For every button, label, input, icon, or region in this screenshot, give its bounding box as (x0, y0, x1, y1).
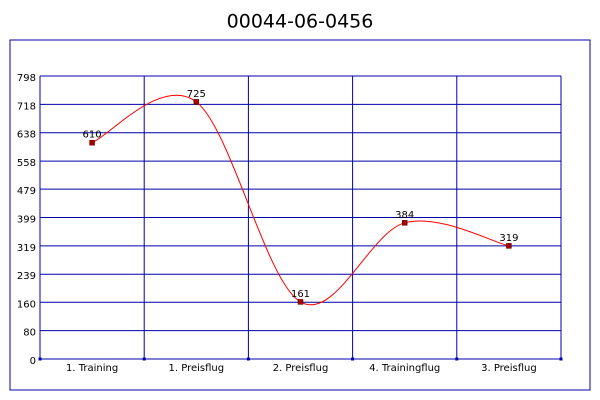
axis-tick (38, 357, 42, 361)
y-tick-label: 239 (17, 271, 36, 282)
point-marker (401, 220, 408, 226)
point-marker (193, 99, 200, 105)
data-label: 319 (499, 233, 518, 244)
chart-frame (9, 39, 591, 391)
y-tick-label: 718 (17, 101, 36, 112)
y-tick-label: 0 (30, 356, 36, 367)
data-label: 161 (291, 289, 310, 300)
axis-tick (559, 357, 563, 361)
y-tick-label: 798 (17, 73, 36, 84)
y-tick-label: 399 (17, 215, 36, 226)
point-marker (506, 243, 512, 249)
axis-tick (246, 357, 250, 361)
data-label: 725 (187, 89, 206, 100)
y-tick-label: 638 (17, 130, 36, 141)
axis-tick (455, 357, 459, 361)
y-tick-label: 479 (17, 186, 36, 197)
point-marker (89, 139, 95, 146)
x-tick-label: 3. Preisflug (481, 363, 537, 374)
y-tick-label: 558 (17, 158, 36, 169)
x-tick-label: 4. Trainingflug (369, 363, 440, 374)
y-tick-label: 319 (17, 243, 36, 254)
axis-tick (351, 357, 355, 361)
data-label: 384 (395, 210, 414, 221)
y-tick-label: 80 (23, 328, 36, 339)
chart-title: 00044-06-0456 (227, 11, 374, 33)
y-tick-label: 160 (17, 299, 36, 310)
x-tick-label: 1. Preisflug (169, 363, 225, 374)
x-tick-label: 1. Training (66, 363, 118, 374)
data-label: 610 (83, 130, 102, 141)
x-tick-label: 2. Preisflug (273, 363, 329, 374)
point-marker (297, 299, 304, 305)
series-line (91, 94, 510, 306)
axis-tick (142, 357, 146, 361)
